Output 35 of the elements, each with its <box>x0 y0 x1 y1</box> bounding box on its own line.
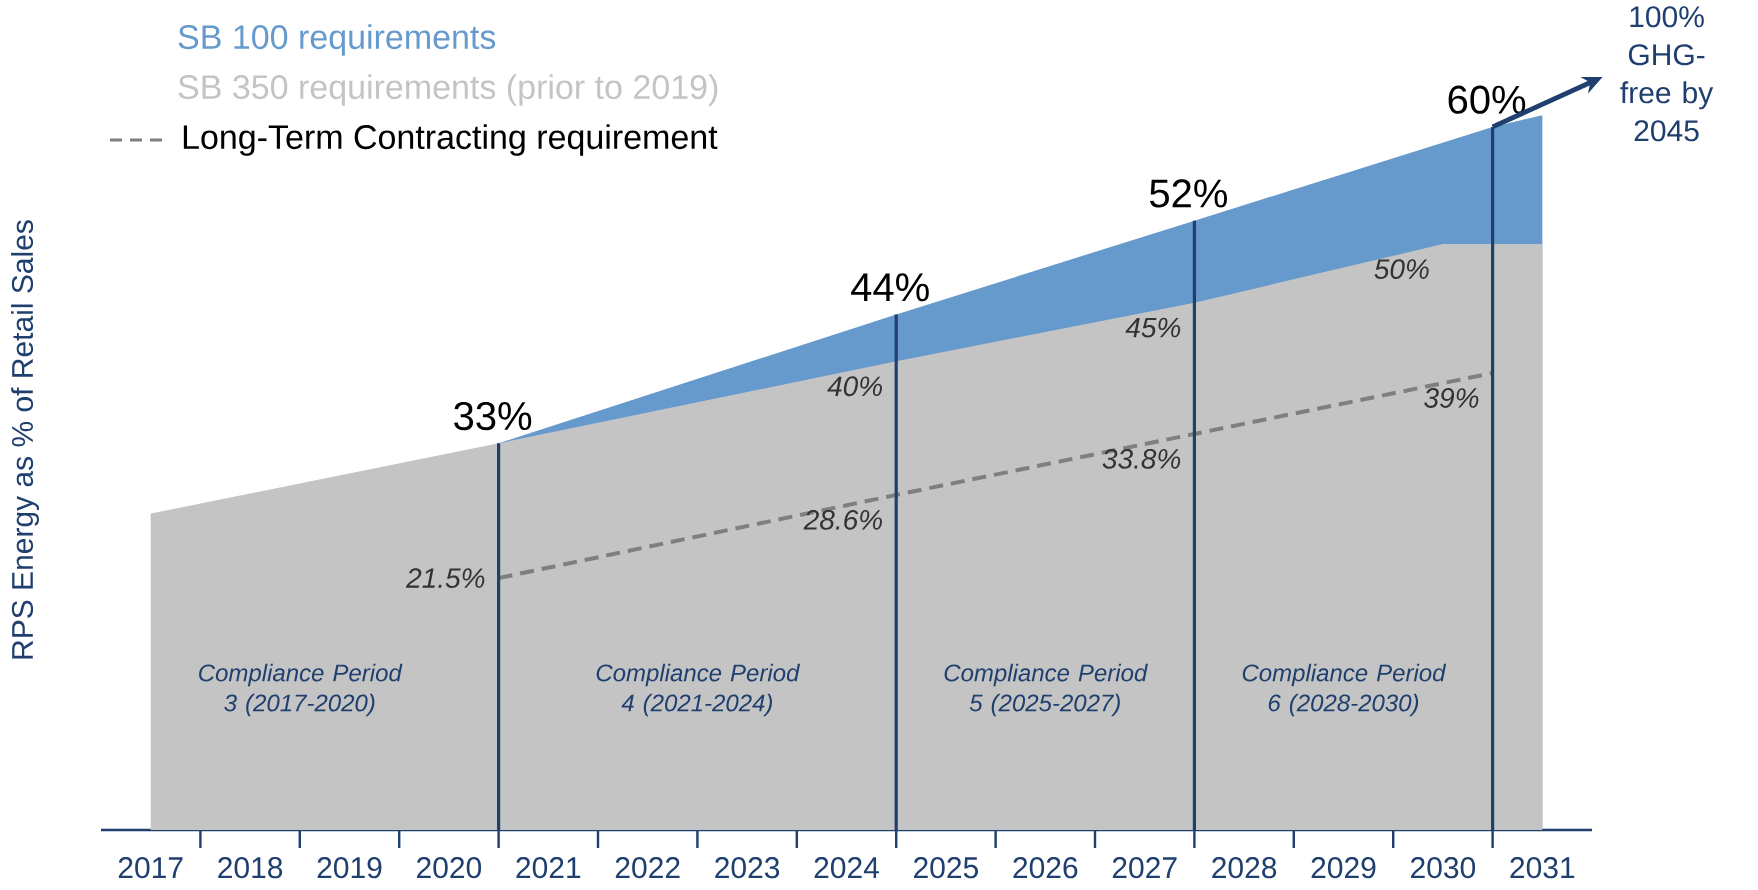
x-tick-label: 2017 <box>118 857 183 879</box>
x-tick-label: 2019 <box>317 857 382 879</box>
x-tick-label: 2024 <box>814 857 879 879</box>
x-tick-label: 2023 <box>715 857 780 879</box>
data-label: 40% <box>827 376 882 397</box>
data-label: 45% <box>1125 317 1181 338</box>
x-tick-label: 2020 <box>417 857 482 879</box>
data-label: 52% <box>1149 179 1227 208</box>
data-label: 28.6% <box>803 509 882 530</box>
text: 100% GHG-free by 2045 <box>1620 6 1714 142</box>
data-label: 33.8% <box>1102 448 1181 469</box>
annotation: Compliance Period 4 (2021-2024) <box>596 663 801 717</box>
data-label: 60% <box>1448 85 1526 114</box>
x-tick-label: 2026 <box>1013 857 1078 879</box>
data-label: 44% <box>851 273 929 302</box>
x-tick-label: 2022 <box>615 857 680 879</box>
x-tick-label: 2027 <box>1112 857 1177 879</box>
x-tick-label: 2021 <box>516 857 581 879</box>
data-label: 39% <box>1424 388 1479 408</box>
x-tick-label: 2025 <box>914 857 979 879</box>
data-label: 33% <box>454 401 532 431</box>
annotation: Compliance Period 3 (2017-2020) <box>199 663 403 717</box>
x-tick-label: 2029 <box>1311 857 1376 879</box>
text: SB 100 requirements <box>178 24 496 56</box>
data-label: 50% <box>1374 259 1429 279</box>
x-tick-label: 2030 <box>1411 857 1476 879</box>
data-label: 21.5% <box>405 568 485 588</box>
text: SB 350 requirements (prior to 2019) <box>178 74 718 106</box>
x-tick-label: 2031 <box>1510 857 1575 879</box>
y-axis-title: RPS Energy as % of Retail Sales <box>11 220 40 659</box>
annotation: Compliance Period 5 (2025-2027) <box>944 663 1148 717</box>
x-tick-label: 2028 <box>1212 857 1277 879</box>
annotation: Compliance Period 6 (2028-2030) <box>1242 663 1447 717</box>
legend-label: Long-Term Contracting requirement <box>183 124 718 156</box>
x-tick-label: 2018 <box>218 857 283 879</box>
